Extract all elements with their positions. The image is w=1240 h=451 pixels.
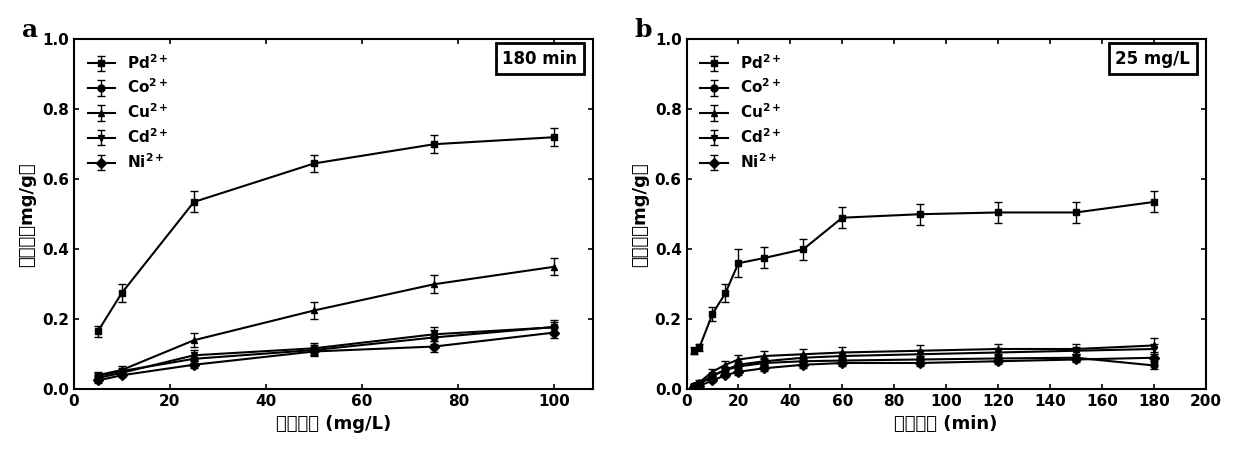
Y-axis label: 吸附量（mg/g）: 吸附量（mg/g） — [19, 162, 36, 267]
Legend: Pd$^{2+}$, Co$^{2+}$, Cu$^{2+}$, Cd$^{2+}$, Ni$^{2+}$: Pd$^{2+}$, Co$^{2+}$, Cu$^{2+}$, Cd$^{2+… — [694, 47, 787, 177]
X-axis label: 原始浓度 (mg/L): 原始浓度 (mg/L) — [275, 414, 391, 433]
Text: a: a — [22, 18, 38, 42]
Text: b: b — [635, 18, 652, 42]
Text: 25 mg/L: 25 mg/L — [1115, 50, 1190, 68]
X-axis label: 吸附时间 (min): 吸附时间 (min) — [894, 414, 998, 433]
Text: 180 min: 180 min — [502, 50, 578, 68]
Legend: Pd$^{2+}$, Co$^{2+}$, Cu$^{2+}$, Cd$^{2+}$, Ni$^{2+}$: Pd$^{2+}$, Co$^{2+}$, Cu$^{2+}$, Cd$^{2+… — [82, 47, 175, 177]
Y-axis label: 吸附量（mg/g）: 吸附量（mg/g） — [631, 162, 649, 267]
